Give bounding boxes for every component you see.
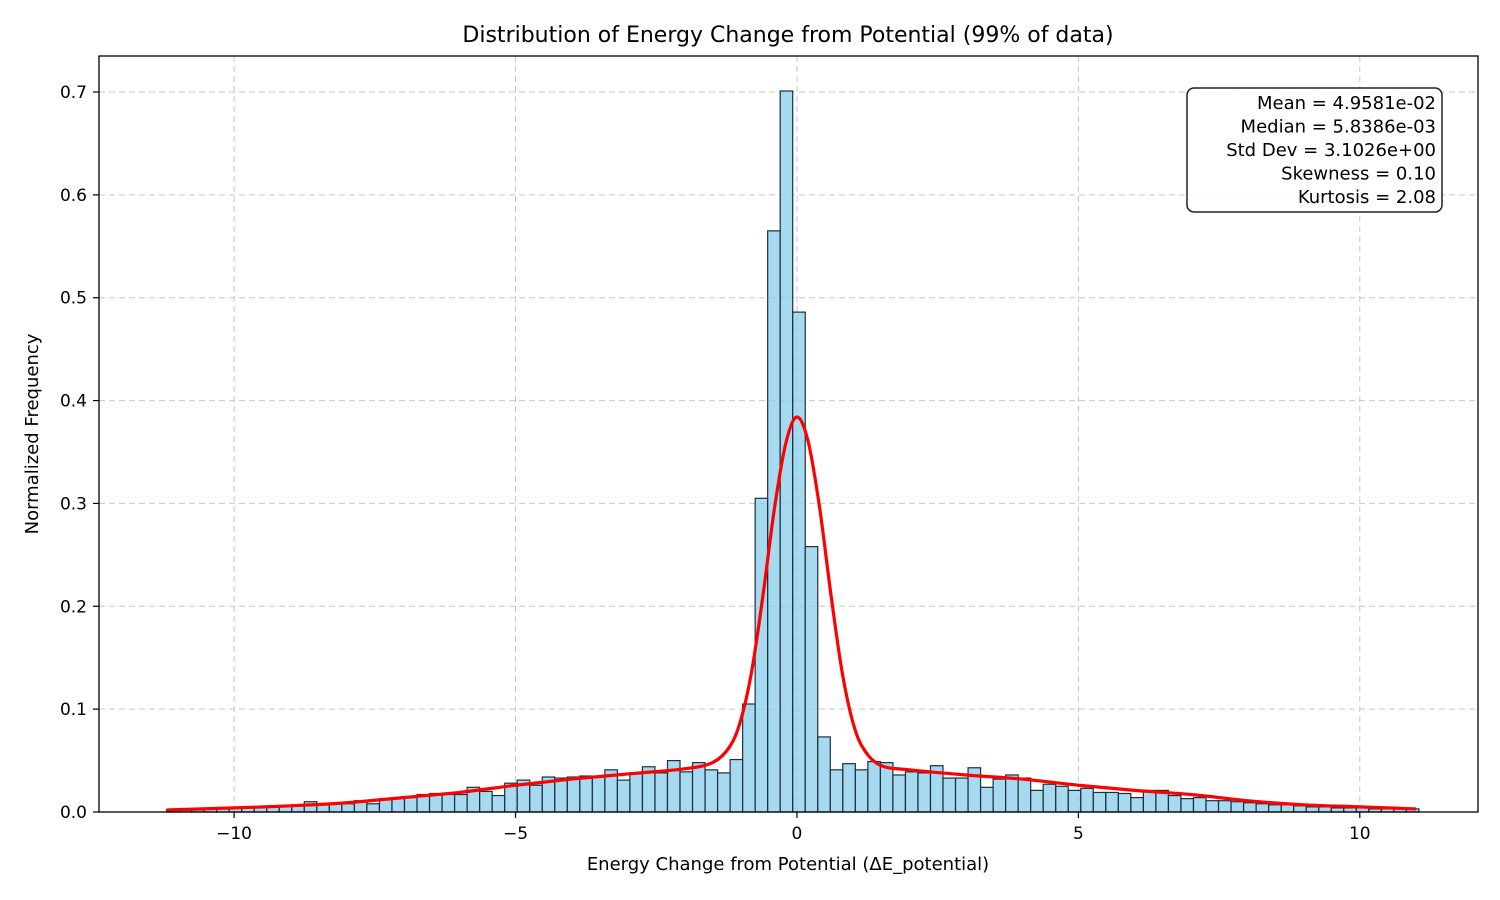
histogram-bar [867, 760, 881, 813]
histogram-bar [879, 762, 894, 813]
histogram-bar [366, 803, 381, 813]
histogram-bar [779, 90, 794, 813]
histogram-bar [1142, 789, 1157, 813]
histogram-bar [904, 771, 919, 813]
histogram-bar [453, 793, 468, 813]
histogram-bar [716, 772, 731, 813]
x-tick-label: −5 [503, 824, 528, 844]
histogram-bar [591, 776, 606, 813]
y-tick-label: 0.6 [60, 186, 87, 206]
x-tick-label: 0 [792, 824, 803, 844]
histogram-bar [992, 778, 1007, 813]
histogram-bar [1242, 802, 1257, 813]
histogram-bar [742, 703, 756, 813]
histogram-bar [1180, 798, 1195, 813]
histogram-bar [1192, 796, 1207, 813]
histogram-bar [1005, 774, 1019, 813]
histogram-bar [566, 776, 581, 813]
histogram-bar [1305, 806, 1320, 813]
histogram-bar [1030, 789, 1044, 813]
histogram-bar [491, 794, 506, 813]
histogram-bar [1017, 777, 1032, 813]
histogram-bar [1280, 804, 1295, 813]
y-tick-label: 0.7 [60, 83, 87, 103]
histogram-bar [1042, 783, 1057, 813]
histogram-bar [1117, 792, 1132, 813]
histogram-bar [679, 771, 694, 813]
histogram-bar [1055, 785, 1069, 813]
histogram-bar [842, 763, 856, 813]
histogram-bar [854, 769, 869, 813]
histogram-bar [892, 774, 907, 813]
histogram-bar [792, 311, 806, 813]
stats-line: Median = 5.8386e-03 [1241, 117, 1436, 138]
histogram-bar [1092, 791, 1107, 813]
histogram-bar [441, 793, 456, 813]
histogram-bar [1105, 791, 1119, 813]
axis-ticks: −10 −5 0 5 10 0.0 0.1 0.2 0.3 0.4 0.5 0.6 0.7 [60, 83, 1371, 844]
histogram-bar [1268, 804, 1282, 813]
stats-line: Std Dev = 3.1026e+00 [1226, 140, 1436, 161]
histogram-bar [1230, 801, 1245, 813]
histogram-bar [403, 796, 418, 813]
x-tick-label: −10 [216, 824, 252, 844]
histogram-bar [616, 779, 631, 813]
histogram-bar [1067, 789, 1082, 813]
y-axis-label: Normalized Frequency [22, 333, 43, 534]
x-tick-label: 10 [1349, 824, 1371, 844]
plot-frame [98, 55, 1479, 813]
histogram-bar [704, 769, 719, 813]
histogram-bar [579, 775, 593, 813]
histogram-bar [554, 777, 568, 813]
y-tick-label: 0.1 [60, 700, 87, 720]
histogram-bar [817, 736, 831, 813]
histogram-bar [1255, 803, 1270, 813]
histogram-bars [165, 90, 1420, 813]
y-tick-label: 0.2 [60, 597, 87, 617]
histogram-bar [942, 777, 957, 813]
histogram-bar [829, 769, 844, 813]
histogram-bar [1130, 796, 1144, 813]
stats-line: Mean = 4.9581e-02 [1257, 93, 1436, 114]
chart-title: Distribution of Energy Change from Poten… [462, 23, 1113, 48]
stats-line: Skewness = 0.10 [1281, 164, 1436, 185]
histogram-bar [654, 772, 669, 813]
histogram-bar [1167, 794, 1182, 813]
kde-curve-line [166, 415, 1417, 812]
kde-curve-group [166, 415, 1417, 812]
histogram-bar [917, 772, 932, 813]
histogram-bar [804, 546, 819, 813]
x-tick-label: 5 [1073, 824, 1084, 844]
stats-box-frame [1186, 87, 1443, 213]
histogram-bar [729, 758, 744, 813]
histogram-bar [341, 803, 355, 813]
histogram-bar [1080, 787, 1094, 813]
histogram-bar [1293, 805, 1307, 813]
histogram-bar [529, 784, 543, 813]
histogram-bar [691, 762, 706, 813]
y-tick-label: 0.4 [60, 392, 87, 412]
histogram-bar [1217, 800, 1232, 813]
stats-box: Mean = 4.9581e-02 Median = 5.8386e-03Std … [1186, 87, 1443, 213]
histogram-bar [979, 786, 994, 813]
histogram-bar [754, 497, 769, 813]
y-tick-label: 0.3 [60, 494, 87, 514]
y-tick-label: 0.5 [60, 289, 87, 309]
stats-line: Kurtosis = 2.08 [1298, 187, 1436, 208]
histogram-bar [954, 777, 969, 813]
histogram-bar [479, 790, 493, 813]
histogram-bar [629, 772, 644, 813]
y-tick-label: 0.0 [60, 803, 87, 823]
x-axis-label: Energy Change from Potential (ΔE_potenti… [587, 854, 989, 875]
histogram-bar [1205, 800, 1220, 813]
histogram-bar [1318, 806, 1332, 813]
